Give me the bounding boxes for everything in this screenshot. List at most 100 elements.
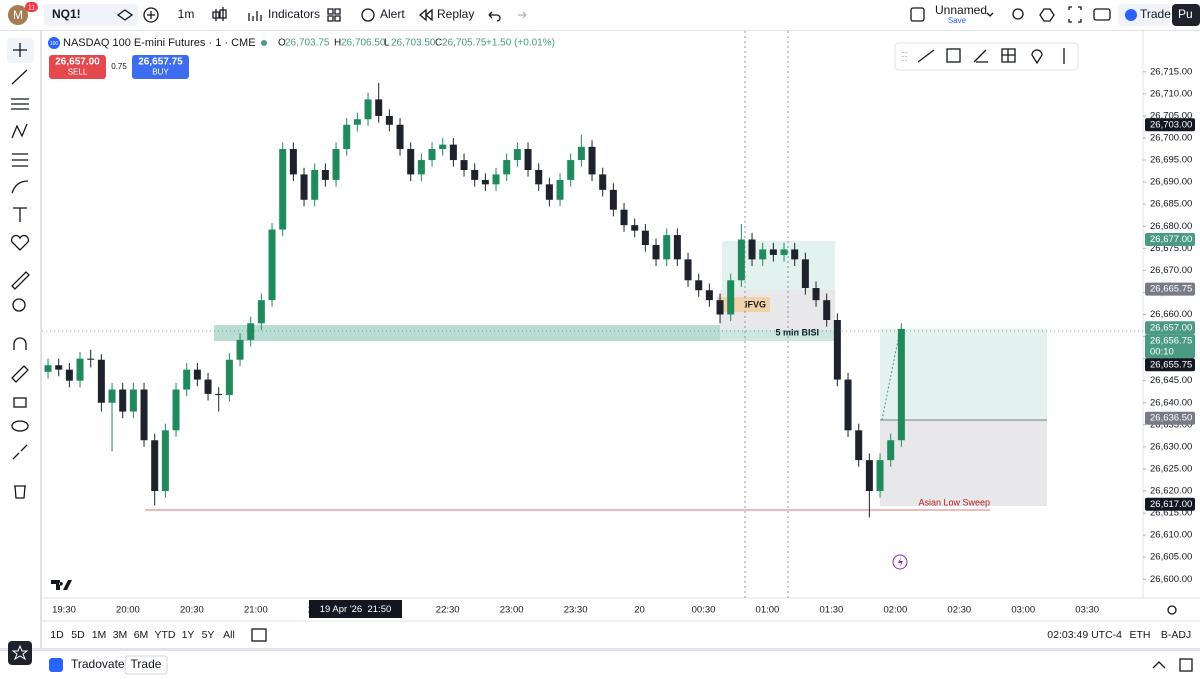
watchlist-button[interactable]	[8, 641, 32, 665]
clock[interactable]: 02:03:49 UTC-4	[1047, 629, 1122, 641]
ohlc-values: O 26,703.75 H 26,706.50L 26,703.50 C 26,705.75	[278, 38, 487, 49]
candle-body	[439, 144, 447, 150]
tool-zoom[interactable]	[12, 298, 26, 312]
tool-trendline[interactable]	[11, 69, 28, 85]
y-tick-label: 26,660.00	[1150, 309, 1192, 320]
layout-checkbox[interactable]	[910, 7, 925, 22]
x-tick-label: 20	[634, 605, 645, 616]
tool-crosshair[interactable]	[13, 43, 27, 57]
x-tick-label: 01:30	[820, 605, 844, 616]
range-button[interactable]: All	[223, 629, 235, 641]
tool-magnet[interactable]	[13, 337, 27, 350]
save-hint[interactable]: Save	[948, 16, 967, 25]
sell-price[interactable]: 26,657.00	[55, 57, 100, 68]
range-button[interactable]: 1Y	[182, 629, 195, 641]
candle-body	[567, 160, 575, 180]
tool-pattern[interactable]	[11, 123, 28, 139]
tool-visibility[interactable]	[11, 420, 29, 432]
range-button[interactable]: 6M	[134, 629, 149, 641]
candles	[44, 82, 905, 518]
event-marker[interactable]	[892, 554, 908, 570]
y-tick-label: 26,615.00	[1150, 508, 1192, 519]
tool-prediction[interactable]	[12, 153, 28, 167]
avatar[interactable]	[8, 5, 28, 25]
snapshot[interactable]	[1093, 8, 1111, 21]
add-symbol[interactable]	[143, 7, 159, 23]
ohlc-label: C	[435, 38, 442, 49]
alert-button[interactable]: Alert	[380, 7, 405, 21]
ft-grid[interactable]	[1001, 48, 1016, 63]
range-button[interactable]: 3M	[113, 629, 128, 641]
settings[interactable]	[1039, 8, 1055, 22]
drag-handle[interactable]	[902, 52, 907, 61]
adjustment[interactable]: B-ADJ	[1161, 629, 1191, 641]
tool-ruler[interactable]	[11, 271, 30, 290]
undo[interactable]	[488, 11, 501, 22]
maximize-panel[interactable]	[1179, 658, 1193, 672]
y-tick-label: 26,625.00	[1150, 463, 1192, 474]
panel-button[interactable]	[1172, 4, 1200, 26]
indicators-button[interactable]: Indicators	[268, 7, 320, 21]
ft-brush[interactable]	[973, 49, 988, 63]
range-button[interactable]: YTD	[155, 629, 176, 641]
candle-body	[449, 144, 457, 161]
symbol[interactable]: NQ1!	[52, 7, 81, 21]
tool-link[interactable]	[12, 444, 28, 460]
tool-brush[interactable]	[11, 180, 29, 194]
ft-pin[interactable]	[1031, 49, 1043, 65]
range-button[interactable]: 1M	[92, 629, 107, 641]
position-target-zone	[880, 329, 1047, 420]
y-tick-label: 26,600.00	[1150, 574, 1192, 585]
ifvg-label: iFVG	[745, 299, 766, 309]
candle-body	[215, 393, 223, 396]
redo[interactable]	[518, 11, 527, 19]
session[interactable]: ETH	[1130, 629, 1151, 641]
axis-settings[interactable]	[1167, 605, 1177, 615]
ohlc-value: 26,706.50	[341, 38, 386, 49]
range-button[interactable]: 5Y	[202, 629, 215, 641]
trade-button[interactable]: Trade	[1140, 7, 1171, 21]
chart-type-icon[interactable]	[212, 7, 227, 21]
candle-body	[300, 174, 308, 200]
layout-menu[interactable]	[986, 12, 994, 17]
x-tick-label: 23:00	[500, 605, 524, 616]
sell-button[interactable]	[49, 55, 106, 79]
legend-title[interactable]: NASDAQ 100 E-mini Futures · 1 · CME	[63, 37, 256, 49]
ft-rect[interactable]	[946, 48, 961, 63]
tool-text[interactable]	[13, 207, 27, 222]
sell-label[interactable]: SELL	[68, 68, 88, 77]
candle-body	[769, 249, 777, 255]
x-tick-label: 20:30	[180, 605, 204, 616]
tool-fib[interactable]	[11, 98, 29, 110]
candle-body	[780, 249, 788, 255]
buy-button[interactable]	[132, 55, 189, 79]
tool-keep-drawing[interactable]	[11, 365, 29, 383]
range-button[interactable]: 5D	[71, 629, 85, 641]
buy-price[interactable]: 26,657.75	[138, 57, 183, 68]
tool-lock[interactable]	[13, 397, 27, 408]
layouts-icon[interactable]	[327, 8, 341, 22]
interval[interactable]: 1m	[178, 7, 195, 21]
quick-search[interactable]	[1012, 8, 1024, 20]
fullscreen[interactable]	[1068, 6, 1082, 23]
panel-label[interactable]: Pu	[1178, 7, 1193, 21]
footer-trade-box[interactable]	[124, 655, 168, 675]
candle-body	[225, 359, 233, 396]
broker-name[interactable]: Tradovate	[71, 657, 125, 671]
symbol-search[interactable]	[44, 4, 138, 26]
tool-delete[interactable]	[14, 485, 26, 499]
ft-line[interactable]	[917, 49, 935, 63]
layout-name[interactable]: Unnamed	[935, 3, 987, 17]
range-button[interactable]: 1D	[50, 629, 64, 641]
compare-icon[interactable]	[116, 9, 134, 21]
replay-button[interactable]: Replay	[437, 7, 474, 21]
y-tick-label: 26,670.00	[1150, 265, 1192, 276]
goto-date[interactable]	[251, 628, 267, 642]
buy-label[interactable]: BUY	[152, 68, 169, 77]
tool-icons[interactable]	[10, 234, 30, 251]
symbol-logo-text: 100	[50, 41, 59, 47]
candle-body	[535, 169, 543, 185]
footer-trade[interactable]: Trade	[131, 657, 162, 671]
collapse-panel[interactable]	[1152, 661, 1166, 669]
x-tick-label: 19:30	[52, 605, 76, 616]
